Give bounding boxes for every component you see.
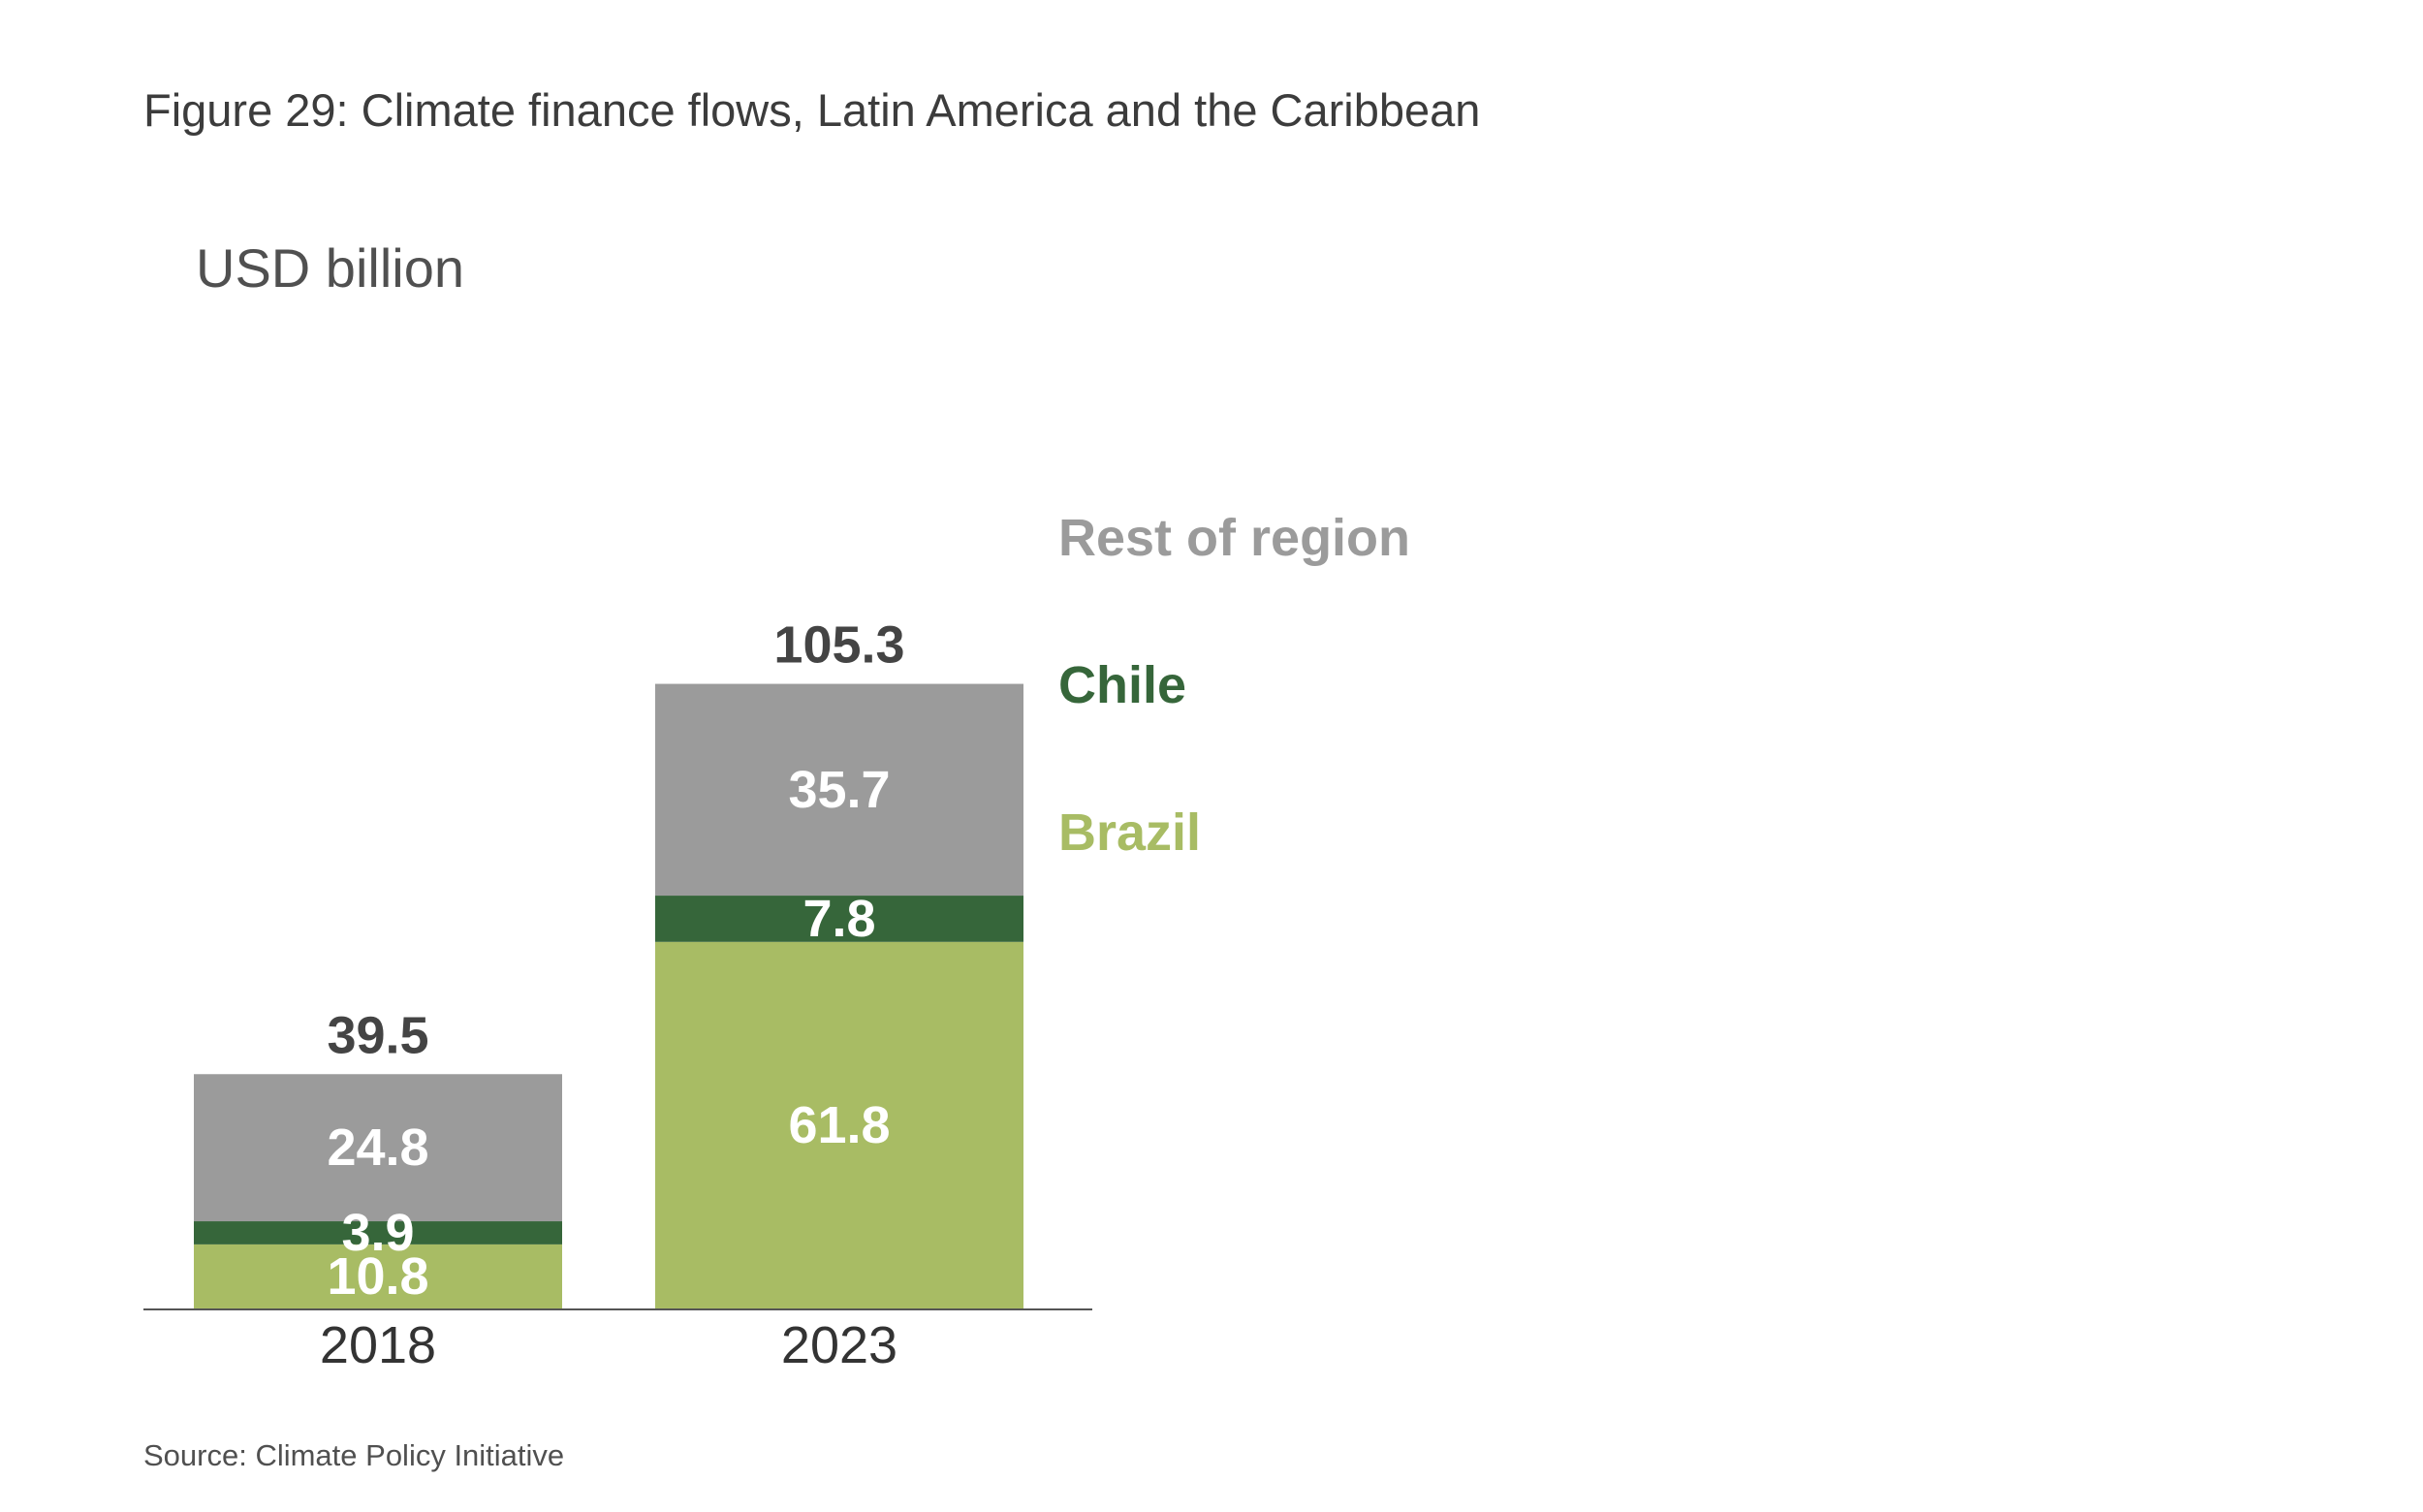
chart-title: Figure 29: Climate finance flows, Latin … [143, 84, 1480, 136]
bar-segment-rest-of-region-2023 [655, 683, 1023, 897]
segment-label-rest-of-region-2023: 35.7 [788, 761, 890, 819]
total-label-2023: 105.3 [773, 616, 904, 675]
legend-item-brazil: Brazil [1058, 803, 1201, 862]
bar-segment-brazil-2018 [194, 1244, 562, 1308]
x-tick-label-2023: 2023 [781, 1316, 897, 1374]
bars-layer [194, 683, 1023, 1308]
y-axis-unit-label: USD billion [196, 237, 464, 299]
segment-label-rest-of-region-2018: 24.8 [327, 1118, 428, 1177]
segment-label-brazil-2023: 61.8 [788, 1096, 890, 1154]
total-label-2018: 39.5 [327, 1006, 428, 1064]
bar-segment-brazil-2023 [655, 941, 1023, 1308]
segment-label-brazil-2018: 10.8 [327, 1247, 428, 1306]
legend: Brazil Chile Rest of region [1058, 509, 1410, 862]
legend-item-rest-of-region: Rest of region [1058, 509, 1410, 567]
source-note: Source: Climate Policy Initiative [143, 1438, 564, 1472]
bar-segment-rest-of-region-2018 [194, 1074, 562, 1222]
labels-layer: 10.83.9 24.8 39.5 2018 61.8 7.8 35.7 105.3 2023 [320, 616, 905, 1374]
segment-label-chile-2023: 7.8 [802, 890, 875, 948]
legend-item-chile: Chile [1058, 656, 1186, 714]
bar-segment-chile-2018 [194, 1221, 562, 1244]
segment-label-chile-2018: 3.9 [341, 1204, 414, 1262]
bar-segment-chile-2023 [655, 896, 1023, 942]
x-tick-label-2018: 2018 [320, 1316, 436, 1374]
